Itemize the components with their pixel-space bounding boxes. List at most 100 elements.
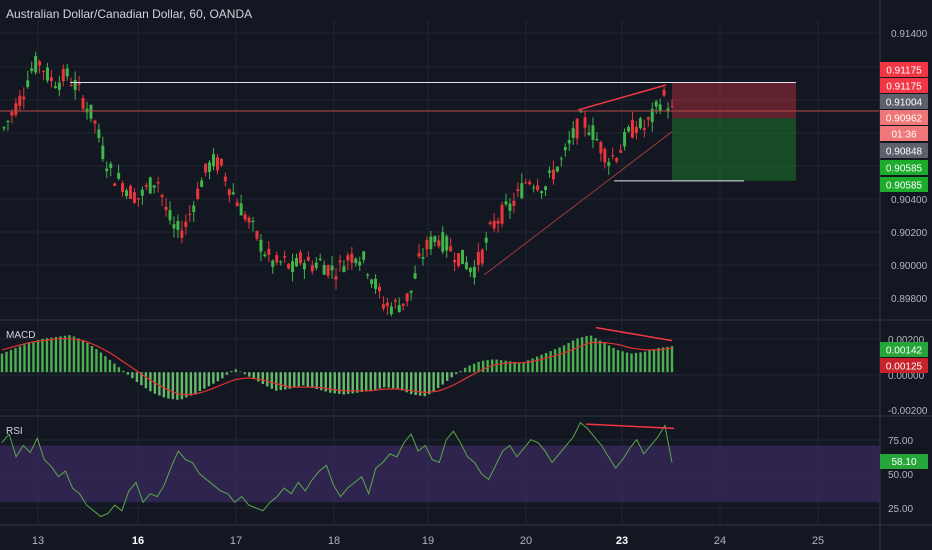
price-candle-body bbox=[393, 299, 397, 302]
macd-bar bbox=[401, 372, 404, 391]
macd-bar bbox=[104, 356, 107, 373]
macd-bar bbox=[18, 346, 22, 373]
price-candle-body bbox=[461, 249, 465, 265]
macd-bar bbox=[486, 360, 489, 373]
price-tick-label: 0.90000 bbox=[891, 261, 928, 272]
price-candle-body bbox=[619, 150, 623, 153]
price-candle-body bbox=[302, 263, 306, 270]
macd-tick-label: -0.00200 bbox=[888, 406, 928, 417]
price-tag-text: 0.90962 bbox=[886, 114, 923, 125]
macd-bar bbox=[418, 372, 422, 396]
macd-bar bbox=[427, 372, 431, 395]
macd-bar bbox=[630, 353, 633, 373]
macd-bar bbox=[54, 336, 58, 373]
stop-loss-zone bbox=[672, 82, 796, 119]
macd-bar bbox=[122, 370, 125, 373]
divergence-line-rsi bbox=[585, 423, 675, 430]
price-candle-body bbox=[512, 200, 516, 206]
macd-bar bbox=[621, 351, 624, 373]
price-candle-body bbox=[484, 237, 488, 243]
price-candle-body bbox=[196, 188, 200, 199]
price-candle-body bbox=[500, 204, 504, 224]
price-candle-body bbox=[346, 255, 350, 261]
price-candle-body bbox=[413, 273, 417, 279]
price-axis: 0.914000.912000.910000.908000.906000.904… bbox=[880, 29, 928, 515]
price-candle-body bbox=[188, 213, 192, 215]
price-candle-body bbox=[623, 132, 627, 147]
macd-bar bbox=[279, 372, 282, 391]
macd-bar bbox=[158, 372, 161, 396]
price-candle-body bbox=[215, 157, 219, 171]
macd-bar bbox=[32, 341, 35, 373]
macd-bar bbox=[571, 340, 575, 373]
price-candle-body bbox=[453, 259, 457, 263]
price-candle-body bbox=[93, 120, 97, 124]
macd-bar bbox=[9, 349, 13, 373]
rsi-tick-label: 50.00 bbox=[888, 470, 913, 481]
macd-bar bbox=[207, 372, 211, 387]
macd-bar bbox=[248, 372, 251, 377]
price-candle-body bbox=[211, 154, 215, 167]
price-candle-body bbox=[433, 236, 437, 243]
price-candle-body bbox=[263, 254, 267, 257]
price-tag-text: 0.90585 bbox=[886, 164, 923, 175]
macd-bar bbox=[670, 346, 674, 373]
price-candle-body bbox=[417, 253, 421, 257]
macd-bar bbox=[414, 372, 417, 396]
price-candle-body bbox=[42, 70, 46, 72]
price-candle-body bbox=[366, 274, 370, 276]
price-candle-body bbox=[200, 180, 204, 187]
macd-bar bbox=[477, 361, 480, 373]
macd-bar bbox=[176, 372, 179, 400]
price-candle-body bbox=[306, 256, 310, 261]
take-profit-zone bbox=[672, 118, 796, 181]
macd-bar bbox=[661, 347, 665, 373]
macd-bar bbox=[171, 372, 175, 400]
price-candle-body bbox=[125, 190, 129, 197]
price-candle-body bbox=[524, 182, 528, 184]
macd-bar bbox=[63, 335, 67, 373]
price-candle-body bbox=[176, 220, 180, 230]
price-tag-bg bbox=[880, 160, 928, 175]
price-candle-body bbox=[571, 128, 575, 138]
price-candle-body bbox=[354, 258, 358, 264]
macd-bar bbox=[531, 358, 534, 373]
macd-bar bbox=[383, 372, 386, 388]
macd-bar bbox=[567, 342, 570, 373]
macd-bar bbox=[589, 335, 593, 373]
macd-bar bbox=[86, 342, 89, 373]
price-candle-body bbox=[381, 304, 385, 309]
price-candles[interactable] bbox=[2, 51, 674, 317]
price-tag-bg bbox=[880, 62, 928, 77]
price-candle-body bbox=[30, 68, 34, 72]
price-candle-body bbox=[132, 192, 136, 203]
macd-bar bbox=[230, 371, 233, 373]
price-candle-body bbox=[397, 304, 401, 312]
trend-line bbox=[483, 131, 673, 276]
rsi-label: RSI bbox=[6, 426, 23, 437]
rsi-band bbox=[0, 445, 880, 503]
macd-bar bbox=[351, 372, 354, 394]
price-candle-body bbox=[14, 103, 18, 115]
price-candle-body bbox=[22, 96, 26, 100]
price-tick-label: 0.91400 bbox=[891, 29, 928, 40]
time-tick-label: 18 bbox=[328, 535, 340, 547]
price-candle-body bbox=[575, 118, 579, 139]
time-tick-label: 19 bbox=[422, 535, 434, 547]
macd-bar bbox=[526, 360, 530, 373]
price-candle-body bbox=[101, 145, 105, 160]
price-candle-body bbox=[520, 183, 524, 199]
macd-bar bbox=[180, 372, 184, 400]
macd-tag-bg bbox=[880, 342, 928, 357]
rsi-tick-label: 75.00 bbox=[888, 436, 913, 447]
macd-bar bbox=[513, 361, 516, 373]
macd-tag-text: 0.00125 bbox=[886, 362, 923, 373]
macd-bar bbox=[562, 345, 566, 373]
price-candle-body bbox=[638, 118, 642, 129]
macd-bar bbox=[612, 347, 615, 373]
price-candle-body bbox=[113, 183, 117, 186]
macd-bar bbox=[643, 351, 647, 373]
price-candle-body bbox=[204, 163, 208, 173]
trade-overlays[interactable] bbox=[0, 82, 880, 276]
